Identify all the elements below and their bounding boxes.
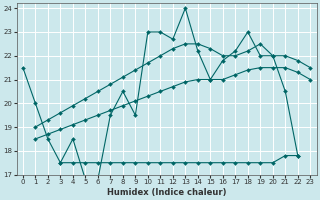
X-axis label: Humidex (Indice chaleur): Humidex (Indice chaleur): [107, 188, 226, 197]
